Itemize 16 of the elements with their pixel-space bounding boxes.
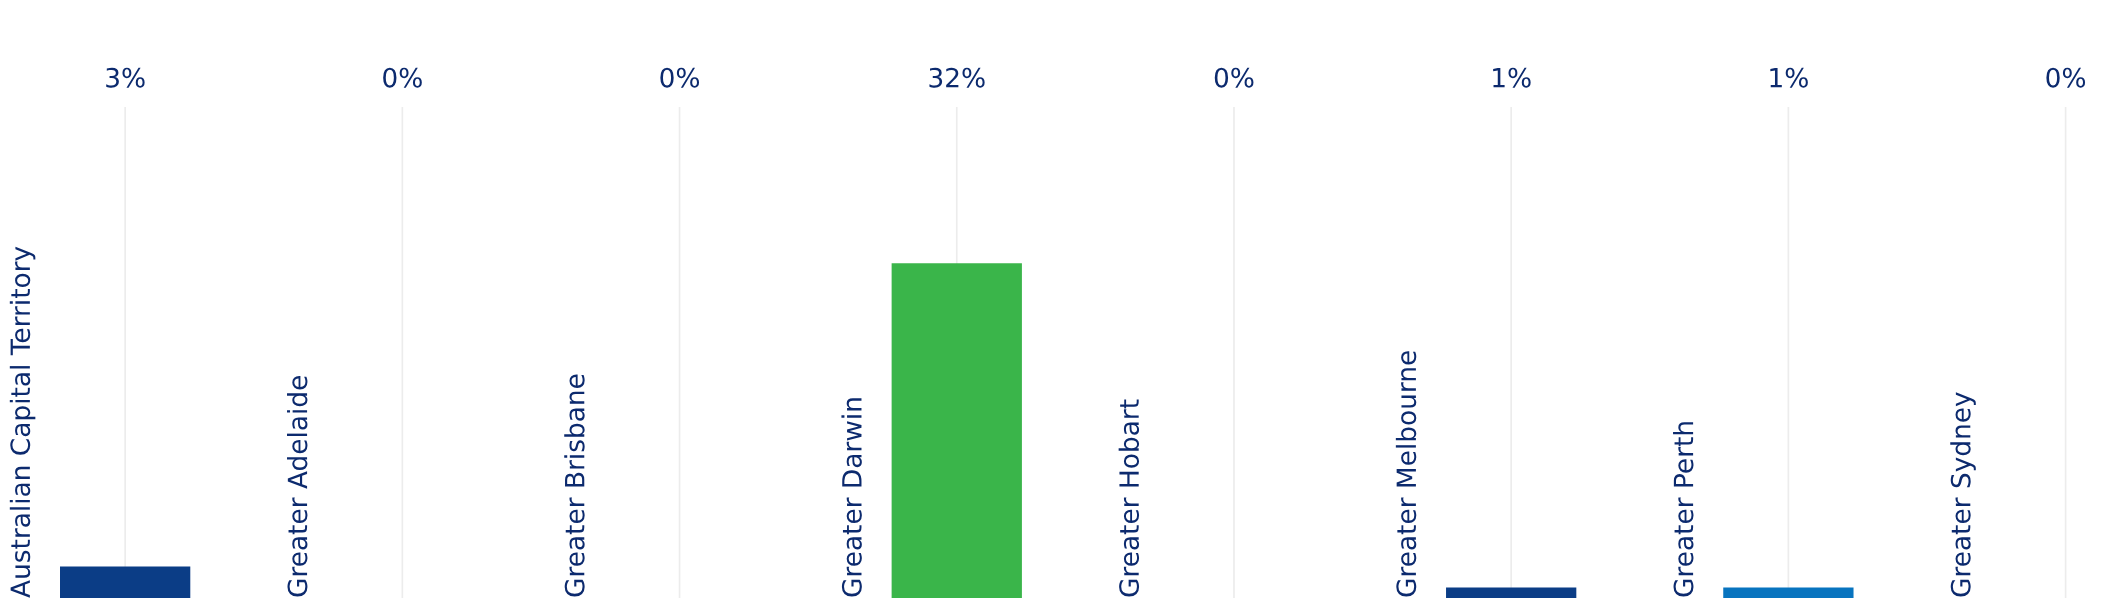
data-label: 0% <box>383 67 422 88</box>
data-label: 0% <box>660 67 700 88</box>
x-tick-label: Greater Brisbane <box>564 374 585 597</box>
data-label: 0% <box>2046 67 2086 88</box>
x-tick-label: Greater Sydney <box>1950 392 1976 597</box>
data-label: 32% <box>929 67 985 88</box>
x-tick-label: Greater Perth <box>1673 422 1694 597</box>
data-label: 1% <box>1493 67 1531 88</box>
data-label: 1% <box>1770 67 1808 88</box>
x-tick-label: Greater Melbourne <box>1395 351 1417 597</box>
x-tick-label: Greater Hobart <box>1118 399 1140 597</box>
data-label: 0% <box>1214 67 1254 88</box>
x-tick-label: Greater Darwin <box>841 398 862 597</box>
x-tick-label: Australian Capital Territory <box>9 246 36 598</box>
data-label: 3% <box>106 67 145 88</box>
x-tick-label: Greater Adelaide <box>287 376 308 597</box>
